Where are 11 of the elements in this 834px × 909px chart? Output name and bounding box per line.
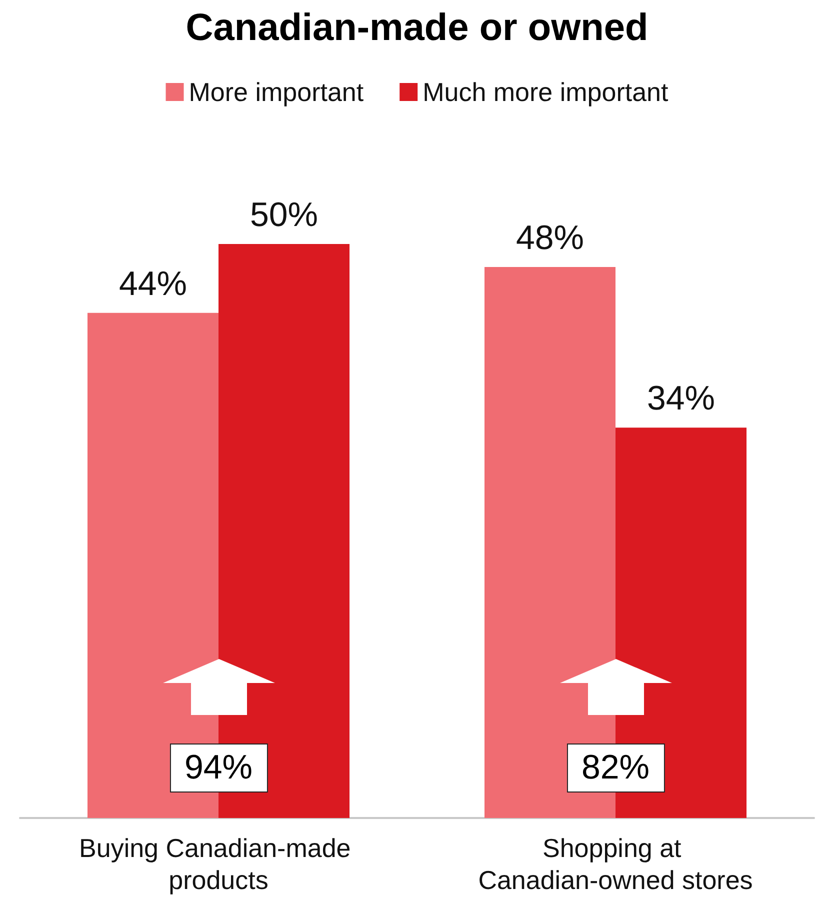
- legend-label: More important: [188, 77, 364, 107]
- chart-title: Canadian-made or owned: [186, 7, 648, 49]
- x-tick-label: Shopping at Canadian-owned stores: [478, 833, 753, 895]
- data-label: 48%: [516, 218, 584, 257]
- annotation: 94%: [169, 744, 268, 792]
- legend-label: Much more important: [422, 77, 670, 107]
- data-label: 50%: [250, 196, 318, 234]
- x-tick-label: Buying Canadian-made products: [79, 833, 358, 895]
- data-label: 34%: [646, 380, 716, 418]
- data-label: 44%: [118, 264, 188, 303]
- annotation: 82%: [566, 744, 665, 792]
